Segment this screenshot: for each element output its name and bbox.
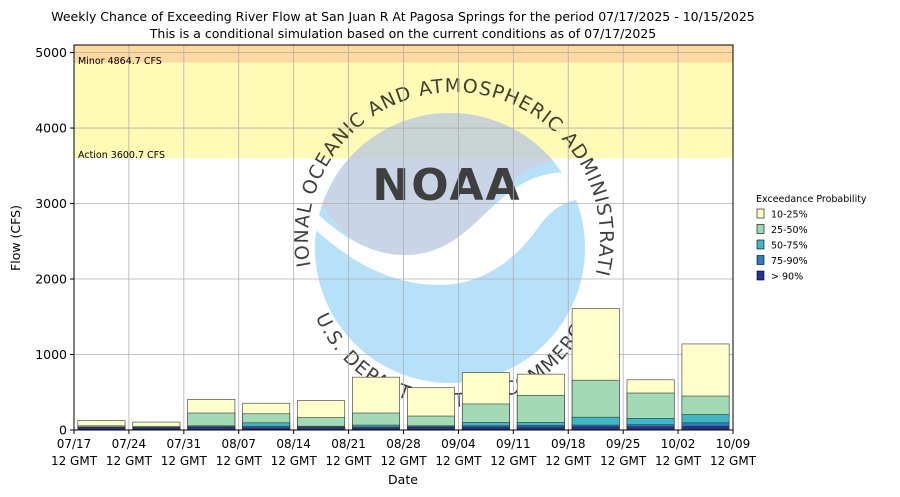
x-tick-label-time: 12 GMT <box>161 454 208 468</box>
y-tick-label: 4000 <box>35 121 67 136</box>
plot-area: NOAA NATIONAL OCEANIC AND ATMOSPHERIC AD… <box>0 0 734 431</box>
legend-swatch <box>756 270 765 281</box>
y-axis: 0 1000 2000 3000 4000 5000 <box>35 45 74 438</box>
x-tick-label-time: 12 GMT <box>106 454 153 468</box>
x-tick-label-time: 12 GMT <box>216 454 263 468</box>
legend-label: > 90% <box>771 272 803 283</box>
y-tick-label: 5000 <box>35 45 67 60</box>
noaa-logo-text: NOAA <box>372 160 521 211</box>
x-tick-label-time: 12 GMT <box>710 454 757 468</box>
x-tick-label-time: 12 GMT <box>326 454 373 468</box>
noaa-upper-shape <box>315 113 585 255</box>
x-tick-label-time: 12 GMT <box>435 454 482 468</box>
legend-label: 10-25% <box>771 210 808 221</box>
x-tick-label-time: 12 GMT <box>380 454 427 468</box>
x-tick-label-date: 08/07 <box>221 437 256 451</box>
x-tick-label-time: 12 GMT <box>545 454 592 468</box>
bar-90 <box>571 426 620 431</box>
legend-label: 25-50% <box>771 225 808 236</box>
x-tick-label-date: 10/02 <box>661 437 696 451</box>
x-tick-label-date: 09/18 <box>551 437 586 451</box>
x-tick-label-date: 07/17 <box>57 437 92 451</box>
x-tick-label-date: 09/04 <box>441 437 476 451</box>
x-tick-label-date: 08/21 <box>331 437 366 451</box>
x-tick-label-time: 12 GMT <box>271 454 318 468</box>
x-tick-label-time: 12 GMT <box>600 454 647 468</box>
bar-90 <box>681 425 730 431</box>
x-tick-label-date: 09/25 <box>606 437 641 451</box>
x-tick-label-time: 12 GMT <box>51 454 98 468</box>
legend-label: 75-90% <box>771 256 808 267</box>
y-tick-label: 1000 <box>35 347 67 362</box>
legend: Exceedance Probability 10-25% 25-50% 50-75… <box>756 194 867 283</box>
chart-title: Weekly Chance of Exceeding River Flow at… <box>51 9 755 24</box>
chart-subtitle: This is a conditional simulation based o… <box>149 26 656 41</box>
x-tick-label-date: 07/24 <box>112 437 147 451</box>
legend-title: Exceedance Probability <box>756 194 867 205</box>
y-axis-label: Flow (CFS) <box>8 205 23 271</box>
legend-swatch <box>756 255 765 265</box>
noaa-gull-shape <box>315 172 585 285</box>
x-tick-label-time: 12 GMT <box>655 454 702 468</box>
y-tick-label: 0 <box>59 423 67 438</box>
legend-swatch <box>756 208 765 219</box>
x-tick-label-date: 10/09 <box>716 437 751 451</box>
x-tick-label-date: 08/14 <box>276 437 311 451</box>
bar-90 <box>626 426 675 431</box>
x-tick-label-date: 08/28 <box>386 437 421 451</box>
legend-swatch <box>756 239 765 250</box>
minor-threshold-label: Minor 4864.7 CFS <box>78 56 162 67</box>
x-tick-label-date: 09/11 <box>496 437 531 451</box>
x-axis: 07/17 12 GMT 07/24 12 GMT 07/31 12 GMT 08/07 12… <box>51 430 757 468</box>
x-tick-label-time: 12 GMT <box>490 454 537 468</box>
action-threshold-label: Action 3600.7 CFS <box>78 150 165 161</box>
y-tick-label: 3000 <box>35 196 67 211</box>
legend-label: 50-75% <box>771 241 808 252</box>
x-axis-label: Date <box>388 472 418 487</box>
x-tick-label-date: 07/31 <box>167 437 202 451</box>
y-tick-label: 2000 <box>35 272 67 287</box>
legend-swatch <box>756 224 765 234</box>
